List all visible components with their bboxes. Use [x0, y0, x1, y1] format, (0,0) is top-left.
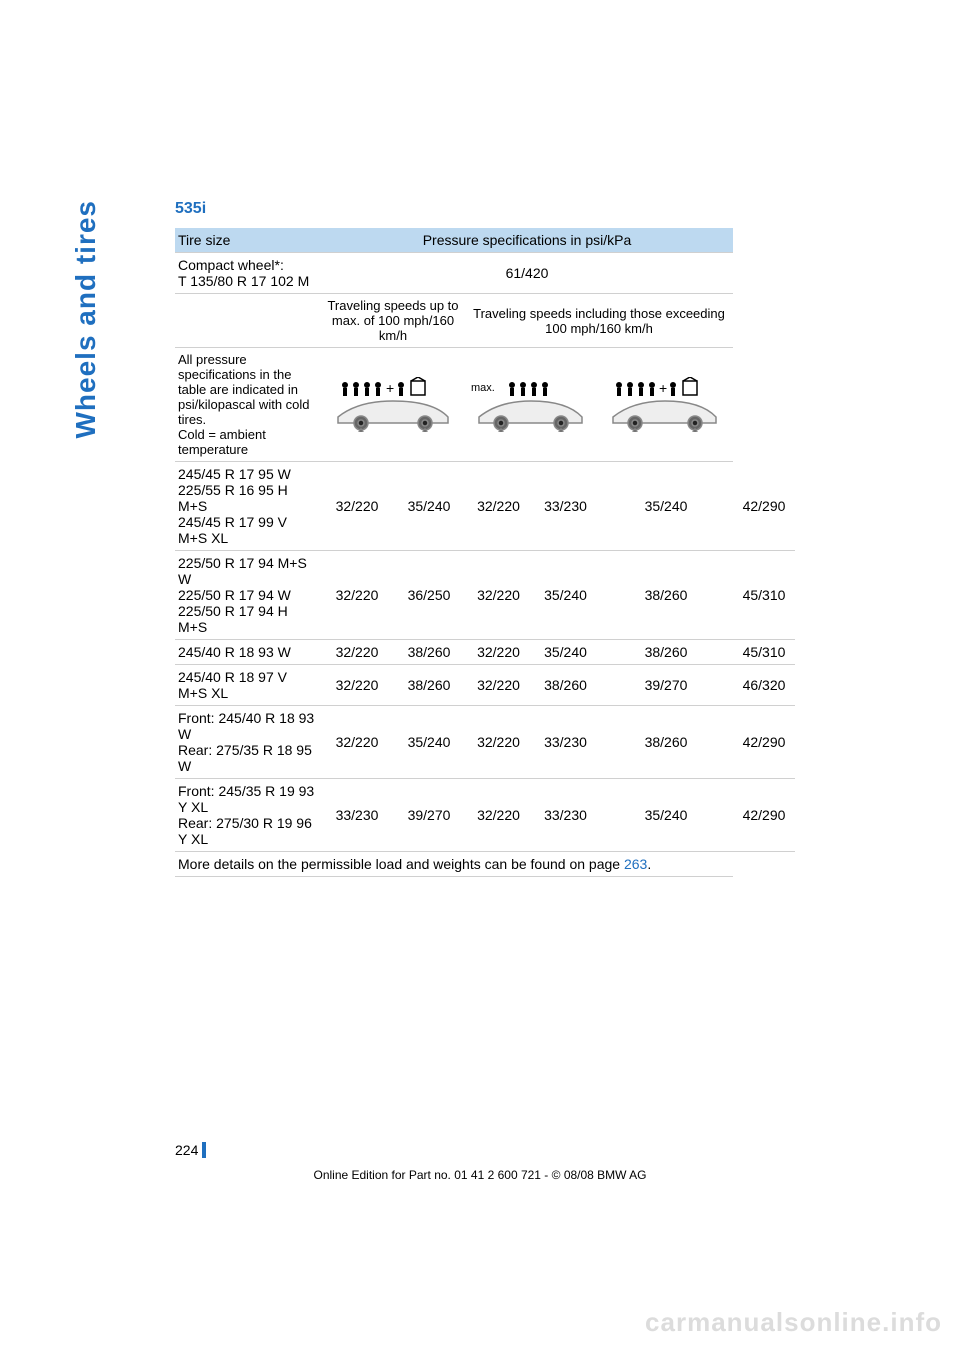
model-heading: 535i [175, 200, 795, 218]
pressure-value: 42/290 [733, 779, 795, 852]
speed-header-blank [175, 294, 321, 348]
pressure-value: 35/240 [532, 640, 599, 665]
svg-text:+: + [386, 380, 394, 396]
pressure-value: 32/220 [465, 462, 532, 551]
footnote-cell: More details on the permissible load and… [175, 852, 733, 877]
pressure-value: 38/260 [599, 706, 733, 779]
footnote-page-link[interactable]: 263 [624, 856, 647, 872]
svg-text:+: + [659, 380, 667, 396]
col-tire-size: Tire size [175, 228, 321, 253]
tire-size-cell: 245/45 R 17 95 W 225/55 R 16 95 H M+S 24… [175, 462, 321, 551]
pressure-value: 32/220 [321, 640, 393, 665]
table-row: 225/50 R 17 94 M+S W 225/50 R 17 94 W 22… [175, 551, 795, 640]
pressure-value: 36/250 [393, 551, 465, 640]
pressure-value: 35/240 [393, 706, 465, 779]
load-icon-high-max: max. [465, 348, 599, 462]
pressure-value: 42/290 [733, 462, 795, 551]
pressure-value: 32/220 [321, 551, 393, 640]
page-container: Wheels and tires 535i Tire size Pressure… [0, 0, 960, 1358]
pressure-value: 32/220 [465, 551, 532, 640]
pressure-value: 35/240 [393, 462, 465, 551]
footnote-text-prefix: More details on the permissible load and… [178, 856, 624, 872]
copyright-line: Online Edition for Part no. 01 41 2 600 … [0, 1168, 960, 1182]
note-cell: All pressure specifications in the table… [175, 348, 321, 462]
table-row: 245/40 R 18 97 V M+S XL32/22038/26032/22… [175, 665, 795, 706]
speed-header-row: Traveling speeds up to max. of 100 mph/1… [175, 294, 795, 348]
table-row: Front: 245/35 R 19 93 Y XL Rear: 275/30 … [175, 779, 795, 852]
pressure-value: 32/220 [465, 706, 532, 779]
speed-header-low: Traveling speeds up to max. of 100 mph/1… [321, 294, 465, 348]
data-rows-body: 245/45 R 17 95 W 225/55 R 16 95 H M+S 24… [175, 462, 795, 852]
pressure-value: 35/240 [599, 462, 733, 551]
pressure-value: 33/230 [532, 462, 599, 551]
compact-wheel-label: Compact wheel*: T 135/80 R 17 102 M [175, 253, 321, 294]
car-load-full-icon: + [323, 377, 463, 432]
svg-text:max.: max. [471, 382, 495, 394]
content-area: 535i Tire size Pressure specifications i… [175, 200, 795, 877]
pressure-value: 38/260 [599, 640, 733, 665]
pressure-value: 38/260 [599, 551, 733, 640]
pressure-value: 33/230 [532, 779, 599, 852]
pressure-value: 42/290 [733, 706, 795, 779]
watermark-text: carmanualsonline.info [645, 1307, 942, 1338]
tire-size-cell: 245/40 R 18 97 V M+S XL [175, 665, 321, 706]
icon-row: All pressure specifications in the table… [175, 348, 795, 462]
compact-wheel-value: 61/420 [321, 253, 733, 294]
pressure-value: 39/270 [599, 665, 733, 706]
pressure-value: 32/220 [321, 665, 393, 706]
table-row: 245/45 R 17 95 W 225/55 R 16 95 H M+S 24… [175, 462, 795, 551]
pressure-value: 45/310 [733, 640, 795, 665]
pressure-value: 35/240 [599, 779, 733, 852]
section-side-label: Wheels and tires [70, 200, 102, 439]
pressure-value: 33/230 [321, 779, 393, 852]
pressure-value: 38/260 [393, 665, 465, 706]
table-row: Front: 245/40 R 18 93 W Rear: 275/35 R 1… [175, 706, 795, 779]
tire-size-cell: 225/50 R 17 94 M+S W 225/50 R 17 94 W 22… [175, 551, 321, 640]
tire-size-cell: Front: 245/40 R 18 93 W Rear: 275/35 R 1… [175, 706, 321, 779]
footnote-row: More details on the permissible load and… [175, 852, 795, 877]
table-row: 245/40 R 18 93 W32/22038/26032/22035/240… [175, 640, 795, 665]
load-icon-high-full: + [599, 348, 733, 462]
speed-header-high: Traveling speeds including those exceedi… [465, 294, 733, 348]
page-number-block: 224 [175, 1142, 206, 1158]
pressure-value: 32/220 [321, 706, 393, 779]
page-number-bar [202, 1142, 206, 1158]
pressure-value: 35/240 [532, 551, 599, 640]
car-load-full-icon-2: + [601, 377, 731, 432]
car-load-max-icon: max. [467, 377, 597, 432]
pressure-value: 39/270 [393, 779, 465, 852]
pressure-value: 45/310 [733, 551, 795, 640]
pressure-value: 32/220 [465, 665, 532, 706]
page-number: 224 [175, 1142, 198, 1158]
tire-pressure-table: Tire size Pressure specifications in psi… [175, 228, 795, 877]
pressure-value: 32/220 [465, 779, 532, 852]
tire-size-cell: 245/40 R 18 93 W [175, 640, 321, 665]
pressure-value: 32/220 [321, 462, 393, 551]
footnote-text-suffix: . [647, 856, 651, 872]
pressure-value: 38/260 [393, 640, 465, 665]
pressure-value: 46/320 [733, 665, 795, 706]
pressure-value: 32/220 [465, 640, 532, 665]
pressure-value: 38/260 [532, 665, 599, 706]
load-icon-low: + [321, 348, 465, 462]
col-pressure-spec: Pressure specifications in psi/kPa [321, 228, 733, 253]
pressure-value: 33/230 [532, 706, 599, 779]
tire-size-cell: Front: 245/35 R 19 93 Y XL Rear: 275/30 … [175, 779, 321, 852]
compact-wheel-row: Compact wheel*: T 135/80 R 17 102 M 61/4… [175, 253, 795, 294]
table-header-row: Tire size Pressure specifications in psi… [175, 228, 795, 253]
